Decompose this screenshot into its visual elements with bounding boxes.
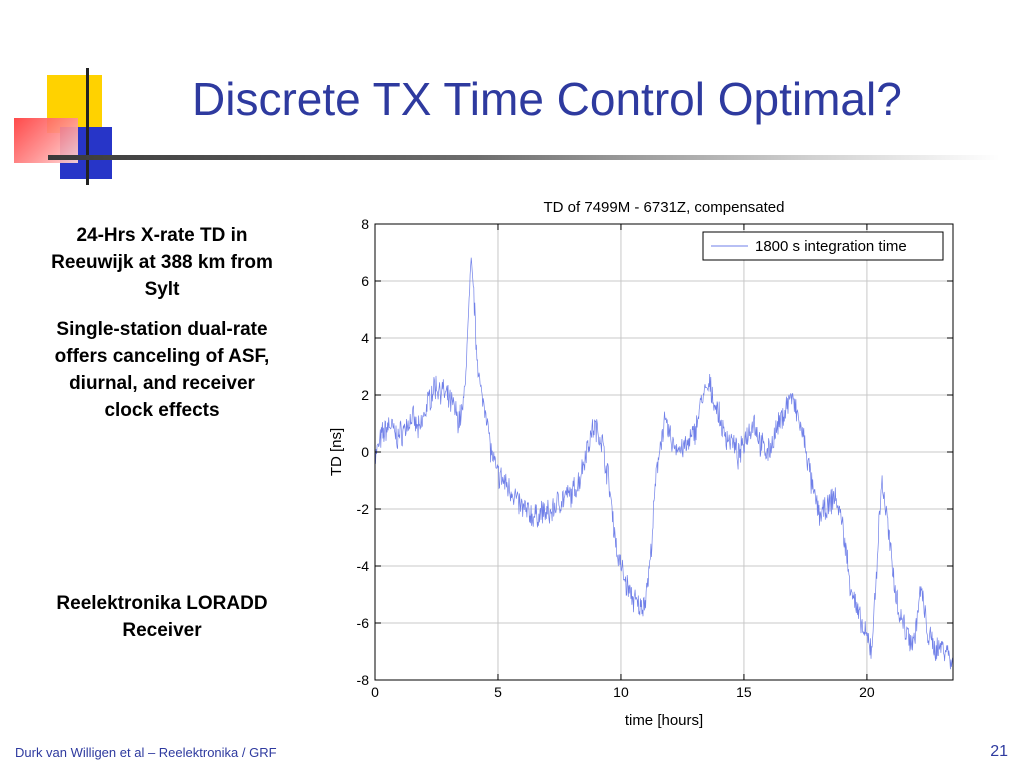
x-tick-label: 5 xyxy=(494,684,502,700)
x-tick-label: 0 xyxy=(371,684,379,700)
y-tick-label: 6 xyxy=(361,273,369,289)
side-description: Single-station dual-rate offers cancelin… xyxy=(54,319,270,421)
x-tick-label: 20 xyxy=(859,684,875,700)
x-tick-label: 15 xyxy=(736,684,752,700)
x-tick-labels: 0 5 10 15 20 xyxy=(371,684,875,700)
x-tick-label: 10 xyxy=(613,684,629,700)
page-number: 21 xyxy=(990,743,1008,760)
y-tick-label: 8 xyxy=(361,216,369,232)
slide-title: Discrete TX Time Control Optimal? xyxy=(192,73,902,125)
title-divider xyxy=(48,155,1000,160)
series-line xyxy=(374,257,954,670)
y-tick-label: 4 xyxy=(361,330,369,346)
side-caption: Reelektronika LORADD Receiver xyxy=(56,593,268,641)
x-axis-label: time [hours] xyxy=(625,712,703,729)
y-tick-label: -2 xyxy=(357,501,370,517)
y-tick-labels: -8 -6 -4 -2 0 2 4 6 8 xyxy=(357,216,370,688)
legend: 1800 s integration time xyxy=(702,231,944,261)
slide-logo-decoration xyxy=(0,0,140,190)
y-tick-label: 2 xyxy=(361,387,369,403)
tick-marks xyxy=(374,223,953,681)
y-tick-label: -4 xyxy=(357,558,370,574)
y-tick-label: -6 xyxy=(357,615,370,631)
footer-credit: Durk van Willigen et al – Reelektronika … xyxy=(15,745,277,760)
grid-lines xyxy=(375,224,953,680)
series-layer xyxy=(374,257,954,670)
y-tick-label: -8 xyxy=(357,672,370,688)
td-line-chart: -8 -6 -4 -2 0 2 4 6 8 0 5 10 15 20 TD of 7499M - 673… xyxy=(328,199,954,729)
legend-entry: 1800 s integration time xyxy=(755,238,907,255)
chart-title: TD of 7499M - 6731Z, compensated xyxy=(544,199,785,216)
side-heading: 24-Hrs X-rate TD in Reeuwijk at 388 km f… xyxy=(51,225,273,300)
y-tick-label: 0 xyxy=(361,444,369,460)
y-axis-label: TD [ns] xyxy=(328,428,345,476)
